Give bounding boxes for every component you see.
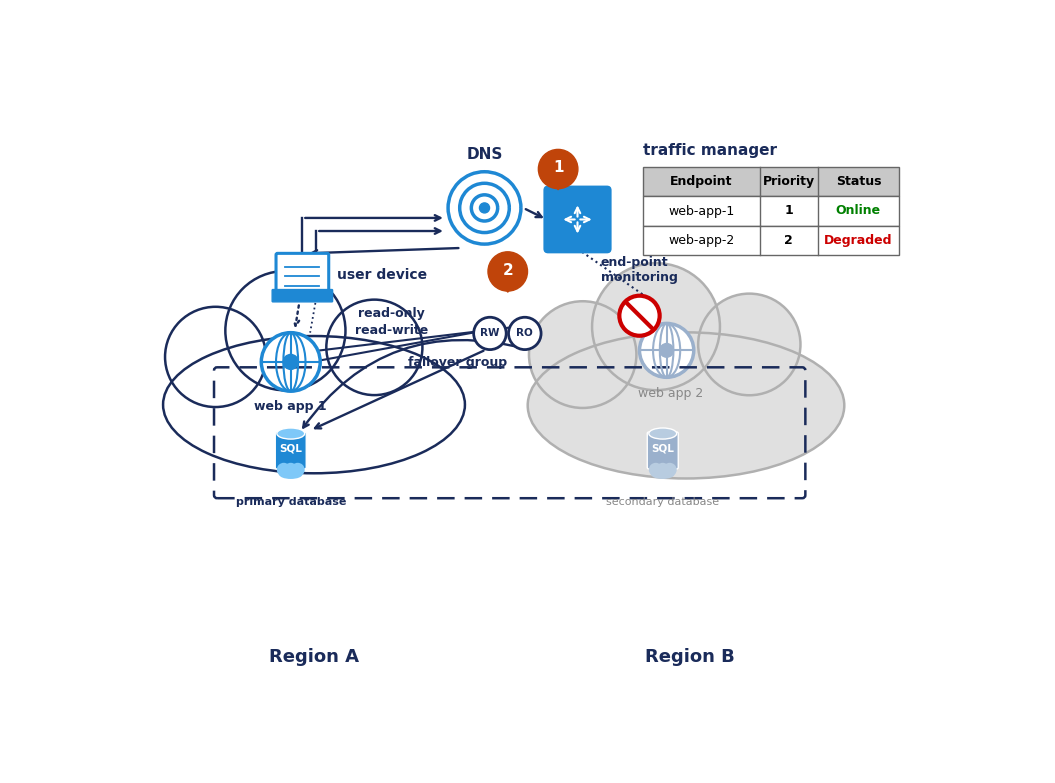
- Text: web app 1: web app 1: [254, 400, 327, 413]
- Circle shape: [284, 463, 298, 477]
- Circle shape: [479, 203, 490, 213]
- Text: Status: Status: [836, 175, 881, 188]
- Circle shape: [639, 323, 694, 377]
- Text: Endpoint: Endpoint: [670, 175, 733, 188]
- Circle shape: [619, 296, 659, 336]
- Text: DNS: DNS: [466, 146, 502, 162]
- Ellipse shape: [164, 336, 465, 473]
- Circle shape: [649, 463, 663, 477]
- Polygon shape: [499, 277, 517, 292]
- Text: web-app-2: web-app-2: [669, 234, 734, 247]
- Circle shape: [262, 333, 321, 392]
- Ellipse shape: [649, 428, 676, 439]
- FancyBboxPatch shape: [275, 432, 306, 469]
- Ellipse shape: [280, 470, 303, 479]
- Circle shape: [529, 301, 636, 408]
- Circle shape: [656, 463, 670, 477]
- Text: RW: RW: [480, 328, 500, 338]
- Text: secondary database: secondary database: [607, 496, 720, 507]
- Text: web-app-1: web-app-1: [669, 204, 734, 218]
- Text: RO: RO: [517, 328, 533, 338]
- Text: user device: user device: [338, 268, 427, 282]
- Circle shape: [663, 463, 676, 477]
- Text: Online: Online: [836, 204, 881, 218]
- Text: 2: 2: [502, 263, 513, 278]
- FancyBboxPatch shape: [648, 432, 678, 469]
- Text: traffic manager: traffic manager: [644, 143, 778, 158]
- Circle shape: [165, 307, 266, 407]
- FancyBboxPatch shape: [276, 254, 329, 295]
- Text: SQL: SQL: [280, 443, 302, 453]
- Text: read-write: read-write: [354, 323, 428, 337]
- Ellipse shape: [651, 470, 674, 479]
- FancyBboxPatch shape: [644, 167, 899, 197]
- Ellipse shape: [276, 428, 305, 439]
- FancyBboxPatch shape: [543, 186, 612, 254]
- Text: primary database: primary database: [235, 496, 346, 507]
- Text: 1: 1: [553, 161, 563, 175]
- Circle shape: [592, 263, 720, 390]
- Text: 2: 2: [784, 234, 793, 247]
- Text: end-point
monitoring: end-point monitoring: [600, 255, 677, 283]
- Circle shape: [698, 294, 801, 395]
- Ellipse shape: [528, 332, 844, 478]
- Circle shape: [326, 300, 422, 395]
- Text: Region A: Region A: [269, 648, 359, 666]
- Text: read-only: read-only: [358, 307, 425, 319]
- Text: web app 2: web app 2: [638, 388, 703, 400]
- FancyBboxPatch shape: [644, 197, 899, 226]
- Text: Priority: Priority: [763, 175, 814, 188]
- Circle shape: [488, 252, 528, 291]
- Circle shape: [659, 343, 674, 358]
- Circle shape: [538, 150, 578, 189]
- Text: failover group: failover group: [408, 355, 507, 369]
- Text: Region B: Region B: [645, 648, 734, 666]
- Circle shape: [474, 317, 506, 349]
- Text: Degraded: Degraded: [824, 234, 893, 247]
- FancyBboxPatch shape: [644, 226, 899, 255]
- Circle shape: [283, 354, 299, 370]
- Text: 1: 1: [784, 204, 793, 218]
- Circle shape: [509, 317, 541, 349]
- Circle shape: [291, 463, 305, 477]
- Circle shape: [226, 271, 345, 391]
- Circle shape: [276, 463, 291, 477]
- FancyBboxPatch shape: [272, 290, 332, 302]
- Polygon shape: [550, 175, 567, 189]
- Text: SQL: SQL: [651, 443, 674, 453]
